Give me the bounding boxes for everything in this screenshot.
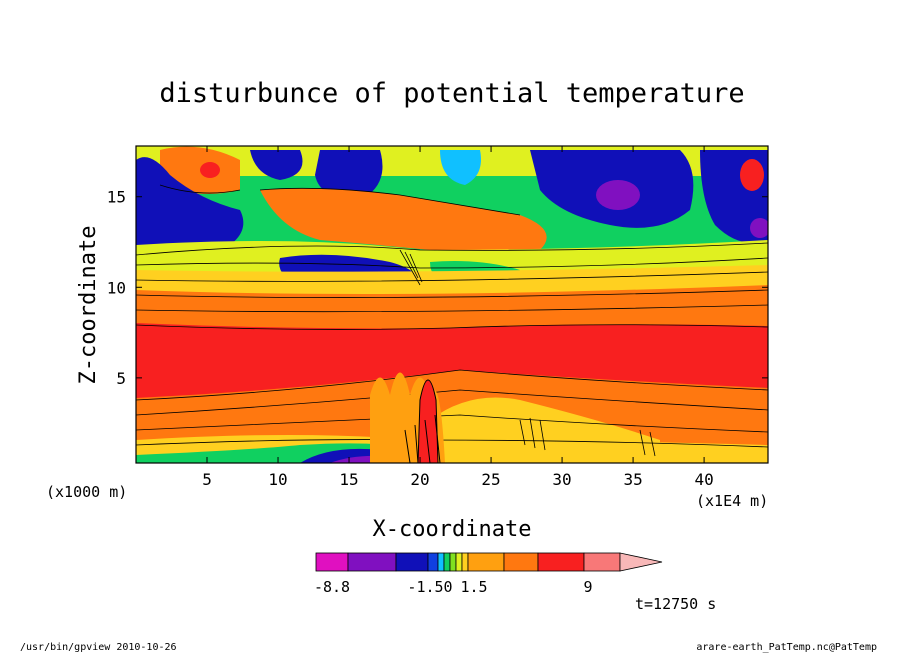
colorbar [315, 552, 663, 572]
x-unit-label: (x1E4 m) [696, 492, 768, 510]
upper-cyan-region [440, 150, 481, 185]
y-tick-label: 10 [107, 278, 126, 297]
upper-orange-wedge [260, 188, 547, 253]
x-axis-title: X-coordinate [373, 517, 532, 542]
colorbar-segment [347, 552, 397, 572]
x-tick-label: 40 [694, 470, 713, 489]
y-axis: 5 10 15 [107, 188, 768, 388]
upper-blue-region-left [136, 157, 244, 250]
colorbar-segment [449, 552, 457, 572]
y-tick-label: 5 [116, 369, 126, 388]
x-tick-label: 20 [410, 470, 429, 489]
colorbar-segment [461, 552, 469, 572]
colorbar-labels: -8.8 -1.50 1.5 9 [314, 578, 593, 596]
time-label: t=12750 s [635, 595, 716, 613]
colorbar-segment [467, 552, 505, 572]
footer-right: arare-earth_PatTemp.nc@PatTemp [696, 642, 877, 653]
plot-frame [135, 145, 769, 464]
colorbar-segment [315, 552, 349, 572]
colorbar-label: -1.50 [407, 578, 452, 596]
colorbar-segment [583, 552, 621, 572]
colorbar-label: 9 [583, 578, 592, 596]
y-axis-title: Z-coordinate [76, 226, 101, 385]
colorbar-segment [503, 552, 539, 572]
plot-area [136, 146, 768, 463]
lee-yellow-zone [430, 397, 660, 463]
x-tick-label: 10 [268, 470, 287, 489]
colorbar-label: 1.5 [460, 578, 487, 596]
footer-left: /usr/bin/gpview 2010-10-26 [20, 642, 177, 653]
chart-title: disturbunce of potential temperature [159, 78, 744, 109]
y-tick-label: 15 [107, 188, 126, 207]
colorbar-segment [537, 552, 585, 572]
colorbar-label: -8.8 [314, 578, 350, 596]
colorbar-segment [443, 552, 451, 572]
upper-purple-blob [596, 180, 640, 210]
band-red [136, 323, 768, 400]
colorbar-segment [395, 552, 429, 572]
upper-blue-region-mid [315, 150, 383, 200]
x-tick-label: 15 [339, 470, 358, 489]
x-tick-label: 35 [623, 470, 642, 489]
upper-red-blob-right [740, 159, 764, 191]
x-tick-label: 5 [202, 470, 212, 489]
upper-red-blob-left [200, 162, 220, 178]
band-orange-upper [136, 285, 768, 330]
colorbar-segment [455, 552, 463, 572]
upper-blue-region-top [250, 150, 303, 180]
upper-purple-blob-right [750, 218, 768, 238]
x-axis: 5 10 15 20 25 30 35 40 [202, 146, 714, 489]
upper-orange-blob [160, 146, 240, 194]
colorbar-segment [437, 552, 445, 572]
y-unit-label: (x1000 m) [46, 483, 127, 501]
colorbar-arrow [619, 552, 663, 572]
x-tick-label: 25 [481, 470, 500, 489]
colorbar-segment [427, 552, 439, 572]
wave-breaking-region [370, 372, 656, 463]
x-tick-label: 30 [552, 470, 571, 489]
